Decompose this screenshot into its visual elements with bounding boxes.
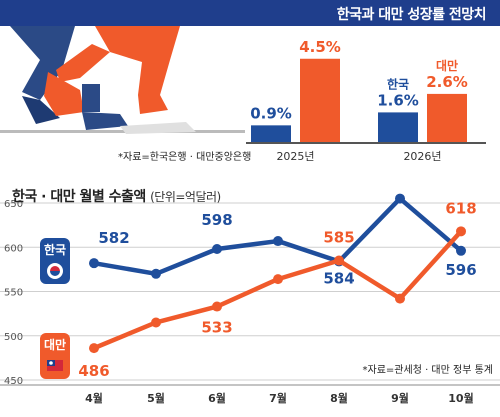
export-source: *자료=관세청 · 대만 정부 통계 — [363, 364, 493, 376]
growth-korea-name: 한국 — [387, 76, 409, 91]
korea-data-label: 584 — [323, 269, 354, 287]
y-tick-label: 550 — [4, 288, 23, 299]
data-point — [456, 226, 466, 237]
korea-data-label: 582 — [98, 229, 129, 247]
data-point — [456, 245, 466, 256]
korea-badge-label: 한국 — [44, 242, 66, 257]
korea-data-label: 596 — [445, 261, 476, 279]
data-point — [273, 274, 283, 285]
data-point — [151, 317, 161, 328]
x-tick-label: 4월 — [85, 391, 103, 405]
taiwan-data-label: 486 — [78, 362, 109, 380]
data-point — [395, 193, 405, 204]
growth-bar-chart: 0.9% 4.5% 2025년 1.6% 2.6% 2026년 한국 대만 *자료=한국은행 ·… — [118, 38, 486, 163]
data-point — [395, 293, 405, 304]
y-tick-label: 600 — [4, 243, 23, 254]
taiwan-badge-label: 대만 — [44, 337, 66, 352]
taiwan-badge: 대만 — [40, 333, 70, 379]
growth-baseline — [246, 142, 486, 144]
data-point — [89, 258, 99, 269]
export-title-text: 한국 · 대만 월별 수출액 — [12, 189, 146, 205]
y-tick-label: 650 — [4, 199, 23, 210]
export-chart-title: 한국 · 대만 월별 수출액 (단위=억달러) — [12, 186, 221, 206]
growth-bar — [251, 125, 291, 142]
taiwan-data-label: 618 — [445, 199, 476, 217]
export-line-chart: 450 500 550 600 650 4월 5월 6월 7월 8월 9월 10월 582 598 584 5… — [0, 193, 500, 405]
y-tick-label: 500 — [4, 332, 23, 343]
series-line — [93, 229, 463, 351]
growth-value-label: 0.9% — [250, 104, 292, 122]
data-point — [212, 244, 222, 255]
growth-bar — [378, 112, 418, 142]
x-tick-label: 10월 — [448, 391, 473, 405]
korea-data-label: 598 — [201, 211, 232, 229]
data-point — [212, 301, 222, 312]
taiwan-data-label: 533 — [201, 319, 232, 337]
data-point — [89, 343, 99, 354]
korea-badge: 한국 — [40, 238, 70, 284]
page-title: 한국과 대만 성장률 전망치 — [336, 7, 487, 23]
growth-value-label: 2.6% — [426, 73, 468, 91]
header-band — [0, 0, 500, 26]
x-tick-label: 6월 — [208, 391, 226, 405]
growth-value-label: 4.5% — [299, 38, 341, 56]
export-unit-text: (단위=억달러) — [150, 190, 221, 204]
x-tick-label: 7월 — [269, 391, 287, 405]
y-tick-label: 450 — [4, 376, 23, 387]
growth-bar — [427, 93, 467, 142]
growth-bar — [300, 58, 340, 142]
x-tick-label: 9월 — [391, 391, 409, 405]
growth-year-label: 2025년 — [276, 150, 314, 163]
growth-value-label: 1.6% — [377, 91, 419, 109]
growth-taiwan-name: 대만 — [436, 58, 458, 73]
x-tick-label: 8월 — [330, 391, 348, 405]
data-point — [273, 236, 283, 247]
growth-source: *자료=한국은행 · 대만중앙은행 — [118, 151, 251, 163]
runner-legs-icon — [0, 26, 245, 134]
growth-year-label: 2026년 — [403, 150, 441, 163]
data-point — [151, 268, 161, 279]
data-point — [334, 255, 344, 266]
taiwan-data-label: 585 — [323, 229, 354, 247]
x-tick-label: 5월 — [147, 391, 165, 405]
